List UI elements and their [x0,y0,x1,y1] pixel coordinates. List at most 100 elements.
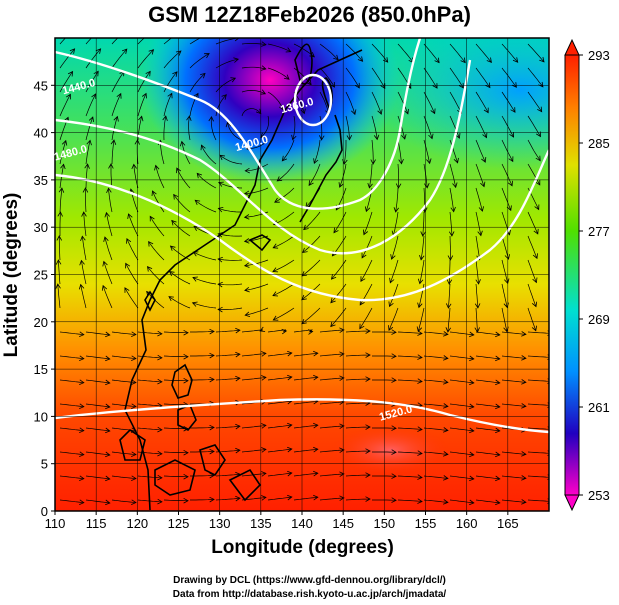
streamline [137,93,147,117]
streamline [527,115,541,137]
streamline-arrow [539,56,545,63]
x-tick-label: 130 [209,516,231,531]
streamline [449,451,474,456]
streamline-arrow [272,291,279,297]
streamline-arrow [225,121,232,128]
streamline [241,377,266,381]
streamline [423,67,438,89]
streamline-arrow [235,423,241,430]
streamline [163,355,188,358]
streamline [301,307,321,324]
streamline [201,145,217,165]
streamline [133,164,139,189]
streamline-arrow [145,70,151,77]
streamline [267,329,287,333]
streamline-arrow [131,499,137,505]
streamline [215,77,236,93]
x-tick-label: 160 [456,516,478,531]
streamline-arrow [172,71,178,77]
colorbar-tick-label: 285 [588,136,610,151]
streamline-arrow [319,135,325,141]
streamline [267,448,292,453]
streamline-arrow [419,254,425,261]
streamline [58,260,61,285]
streamline [420,235,425,260]
streamline-arrow [391,329,397,335]
streamline [423,499,448,503]
streamline-arrow [313,470,319,477]
streamline-arrow [200,72,206,79]
wind-streamlines [55,38,549,506]
streamline [501,91,516,113]
streamline-arrow [131,163,137,170]
streamline-arrow [131,379,137,385]
streamline-arrow [91,93,97,100]
streamline [111,140,115,165]
streamline-arrow [217,306,223,313]
streamline [360,259,373,282]
streamline-arrow [124,287,130,293]
streamline-arrow [313,158,319,164]
streamline-arrow [391,353,397,359]
streamline [292,115,296,140]
streamline [475,283,479,308]
streamline-arrow [80,235,86,242]
streamline-arrow [474,303,481,309]
streamline [293,329,313,333]
streamline-arrow [235,375,241,382]
streamline [319,473,344,477]
streamline [475,451,500,456]
streamline-arrow [131,475,137,481]
streamline-arrow [183,377,189,384]
streamline [345,330,371,333]
streamline-arrow [521,475,527,481]
streamline [218,233,243,237]
streamline [124,287,139,309]
streamline-arrow [55,259,62,265]
streamline-arrow [434,57,440,64]
streamline-arrow [469,331,475,338]
streamline-arrow [183,353,189,360]
streamline-arrow [243,238,250,244]
y-tick-label: 5 [41,457,48,472]
streamline [319,43,339,60]
streamline [190,331,215,333]
streamline-arrow [475,279,481,285]
streamline [171,220,191,237]
streamline-arrow [230,77,237,83]
streamline-arrow [281,155,288,162]
streamline [163,403,188,406]
streamline-arrow [82,187,89,193]
streamline [106,212,113,237]
streamline [423,475,448,479]
streamline-arrow [360,276,366,283]
streamline-arrow [363,229,369,236]
streamline-arrow [443,331,449,337]
streamline [345,354,371,357]
streamline [475,43,492,63]
streamline-arrow [307,329,314,335]
streamline [475,259,479,284]
streamline [85,187,87,213]
colorbar: 293 285 277 269 261 253 [564,38,610,512]
streamline-arrow [506,205,512,212]
streamline-arrow [183,473,189,480]
x-tick-label: 140 [291,516,313,531]
streamline-arrow [105,427,111,434]
streamline [192,302,217,309]
streamline [293,376,318,381]
streamline [319,425,344,429]
credit-drawing: Drawing by DCL (https://www.gfd-dennou.o… [173,575,446,586]
streamline [81,236,87,261]
streamline-arrow [106,187,112,194]
streamline-arrow [261,495,267,501]
streamline-arrow [204,53,210,59]
streamline-arrow [443,451,449,457]
streamline-arrow [417,378,423,384]
streamline [244,259,269,267]
streamline-arrow [508,156,514,163]
streamline-arrow [359,299,365,306]
streamline-arrow [417,330,423,336]
streamline [149,216,165,237]
x-tick-label: 115 [86,516,107,531]
